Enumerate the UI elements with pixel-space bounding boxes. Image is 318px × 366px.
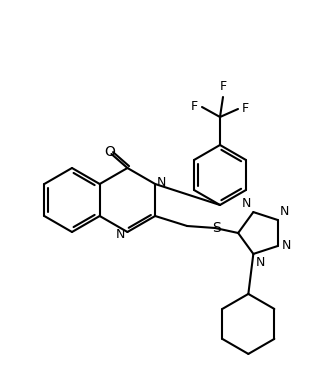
Text: N: N	[157, 176, 167, 188]
Text: F: F	[242, 102, 249, 116]
Text: N: N	[116, 228, 125, 240]
Text: F: F	[191, 101, 198, 113]
Text: N: N	[242, 197, 251, 210]
Text: O: O	[104, 145, 115, 159]
Text: N: N	[255, 256, 265, 269]
Text: F: F	[219, 80, 226, 93]
Text: N: N	[280, 205, 289, 218]
Text: S: S	[212, 221, 220, 235]
Text: N: N	[282, 239, 291, 253]
